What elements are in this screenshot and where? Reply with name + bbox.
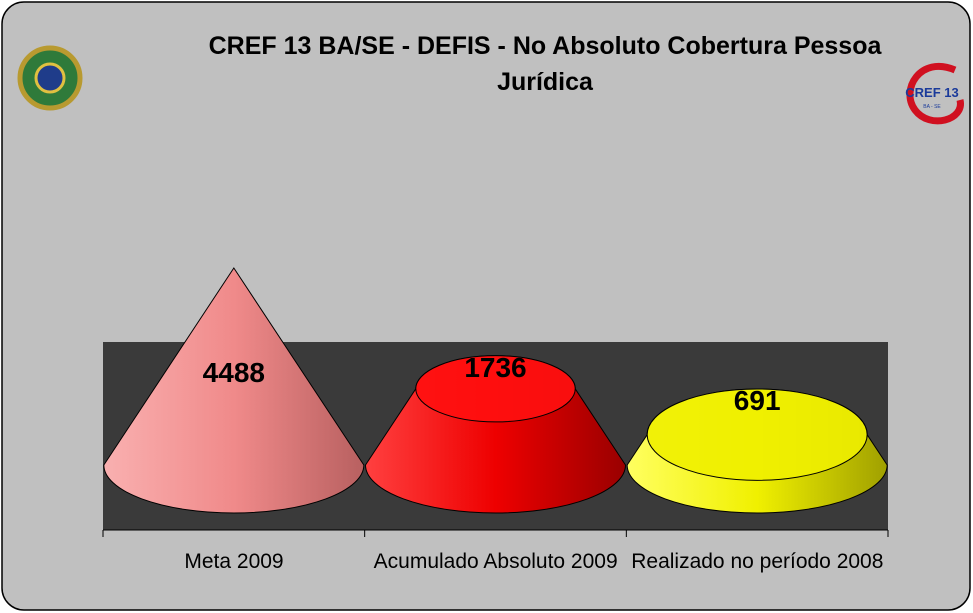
chart-title: CREF 13 BA/SE - DEFIS - No Absoluto Cobe…: [208, 32, 882, 96]
left-emblem: [17, 45, 83, 111]
x-tick-label: Acumulado Absoluto 2009: [373, 550, 618, 573]
logo-text: CREF 13: [905, 85, 958, 100]
value-label: 691: [733, 384, 781, 416]
cone-top: [415, 355, 576, 423]
cone: [103, 267, 365, 514]
right-logo: CREF 13 BA - SE: [905, 62, 964, 125]
value-label: 1736: [464, 351, 527, 383]
value-label: 4488: [202, 356, 265, 388]
cone-top: [646, 388, 868, 481]
logo-subtext: BA - SE: [923, 104, 941, 110]
x-tick-label: Meta 2009: [184, 550, 284, 573]
x-tick-label: Realizado no período 2008: [631, 550, 884, 573]
